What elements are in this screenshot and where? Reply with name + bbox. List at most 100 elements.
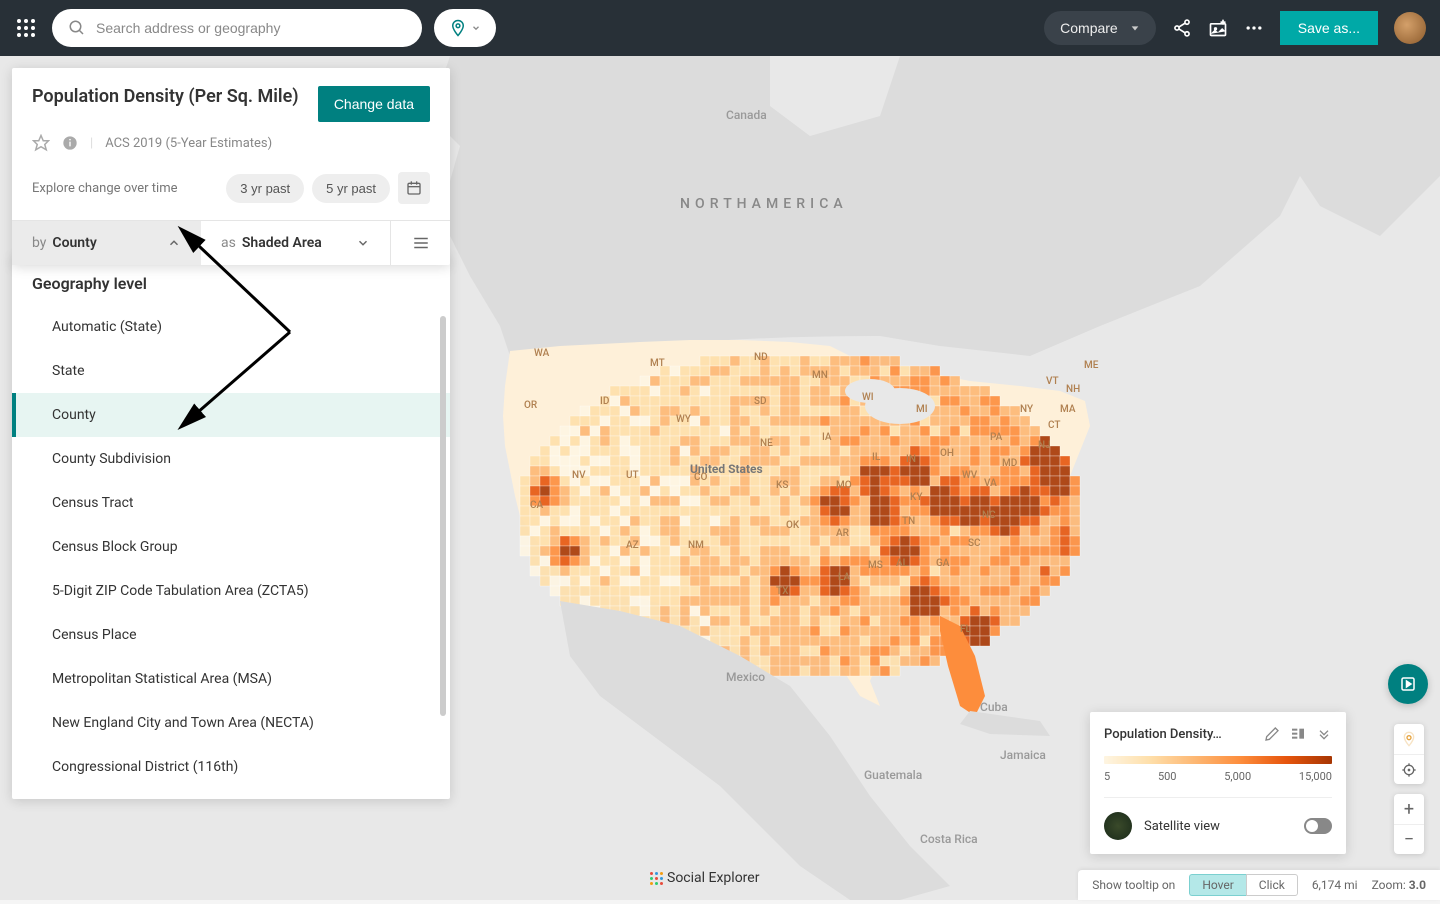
app-menu-icon[interactable] bbox=[14, 16, 38, 40]
state-abbr: NV bbox=[572, 470, 586, 481]
geography-item[interactable]: Census Place bbox=[12, 613, 450, 657]
tooltip-tab-click[interactable]: Click bbox=[1246, 874, 1298, 896]
zoom-value: 3.0 bbox=[1409, 878, 1426, 892]
scale-label: 6,174 mi bbox=[1312, 878, 1358, 892]
geography-item[interactable]: Census Tract bbox=[12, 481, 450, 525]
layers-icon[interactable] bbox=[1290, 726, 1306, 742]
state-abbr: TX bbox=[776, 586, 788, 597]
map-label: Jamaica bbox=[1000, 748, 1046, 762]
geography-item[interactable]: County Subdivision bbox=[12, 437, 450, 481]
compare-button[interactable]: Compare bbox=[1044, 11, 1156, 45]
state-abbr: OH bbox=[940, 448, 954, 459]
as-value: Shaded Area bbox=[242, 235, 322, 251]
geography-item[interactable]: State bbox=[12, 349, 450, 393]
state-abbr: IA bbox=[822, 432, 832, 443]
share-icon[interactable] bbox=[1172, 18, 1192, 38]
search-input[interactable] bbox=[96, 20, 406, 36]
star-icon[interactable] bbox=[32, 134, 50, 152]
chevron-up-icon bbox=[167, 236, 181, 250]
geography-item[interactable]: Automatic (State) bbox=[12, 305, 450, 349]
state-abbr: AR bbox=[836, 528, 849, 539]
time-option-3yr[interactable]: 3 yr past bbox=[226, 174, 304, 203]
location-button[interactable] bbox=[434, 9, 496, 47]
state-abbr: MA bbox=[1060, 404, 1075, 415]
caret-down-icon bbox=[1130, 23, 1140, 33]
geography-item[interactable]: New England City and Town Area (NECTA) bbox=[12, 701, 450, 745]
state-abbr: IL bbox=[872, 452, 880, 463]
state-abbr: CO bbox=[694, 472, 707, 483]
state-abbr: MD bbox=[1002, 458, 1017, 469]
state-abbr: UT bbox=[626, 470, 639, 481]
state-abbr: WY bbox=[676, 414, 691, 425]
scrollbar[interactable] bbox=[440, 316, 446, 716]
state-abbr: MN bbox=[812, 370, 828, 381]
visualization-selector[interactable]: as Shaded Area bbox=[201, 221, 390, 265]
map-label: N O R T H A M E R I C A bbox=[680, 196, 844, 212]
state-abbr: MS bbox=[868, 560, 883, 571]
selector-row: by County as Shaded Area bbox=[12, 220, 450, 265]
state-abbr: LA bbox=[838, 572, 850, 583]
legend-gradient bbox=[1104, 756, 1332, 764]
pin-ring-icon bbox=[1401, 731, 1417, 747]
save-button[interactable]: Save as... bbox=[1280, 11, 1378, 45]
data-source: ACS 2019 (5-Year Estimates) bbox=[105, 136, 272, 151]
state-abbr: PA bbox=[990, 432, 1002, 443]
geography-item[interactable]: Metropolitan Statistical Area (MSA) bbox=[12, 657, 450, 701]
map-controls: + − bbox=[1394, 724, 1424, 854]
chevron-down-icon bbox=[471, 23, 481, 33]
as-prefix: as bbox=[221, 235, 236, 251]
legend-ticks: 5 500 5,000 15,000 bbox=[1104, 770, 1332, 783]
pencil-icon[interactable] bbox=[1264, 726, 1280, 742]
map-label: Canada bbox=[726, 108, 767, 122]
brand-logo-icon bbox=[650, 872, 663, 885]
brand: Social Explorer bbox=[650, 870, 759, 886]
locate-button[interactable] bbox=[1394, 754, 1424, 784]
data-title: Population Density (Per Sq. Mile) bbox=[32, 86, 299, 107]
state-abbr: OK bbox=[786, 520, 799, 531]
geography-dropdown: Geography level Automatic (State)StateCo… bbox=[12, 256, 450, 799]
app-header: Compare Save as... bbox=[0, 0, 1440, 56]
map-label: Mexico bbox=[726, 670, 765, 684]
play-icon bbox=[1399, 675, 1417, 693]
geography-selector[interactable]: by County bbox=[12, 221, 201, 265]
zoom-out-button[interactable]: − bbox=[1394, 824, 1424, 854]
data-panel: Population Density (Per Sq. Mile) Change… bbox=[12, 68, 450, 265]
by-prefix: by bbox=[32, 235, 46, 251]
state-abbr: FL bbox=[960, 624, 971, 635]
state-abbr: WV bbox=[962, 470, 977, 481]
geography-item[interactable]: Census Block Group bbox=[12, 525, 450, 569]
time-option-5yr[interactable]: 5 yr past bbox=[312, 174, 390, 203]
state-abbr: WA bbox=[534, 348, 549, 359]
state-abbr: NM bbox=[688, 540, 704, 551]
more-icon[interactable] bbox=[1244, 18, 1264, 38]
change-data-button[interactable]: Change data bbox=[318, 86, 430, 122]
zoom-in-button[interactable]: + bbox=[1394, 794, 1424, 824]
state-abbr: ME bbox=[1084, 360, 1098, 371]
compare-label: Compare bbox=[1060, 20, 1118, 36]
tooltip-tab-hover[interactable]: Hover bbox=[1189, 874, 1245, 896]
search-box bbox=[52, 9, 422, 47]
map-label: Costa Rica bbox=[920, 832, 978, 846]
collapse-icon[interactable] bbox=[1316, 726, 1332, 742]
satellite-toggle[interactable] bbox=[1304, 818, 1332, 834]
state-abbr: KS bbox=[776, 480, 788, 491]
panel-menu-button[interactable] bbox=[390, 221, 450, 265]
zoom-label: Zoom: bbox=[1372, 878, 1406, 892]
geography-item[interactable]: Congressional District (116th) bbox=[12, 745, 450, 789]
avatar[interactable] bbox=[1394, 12, 1426, 44]
state-abbr: MI bbox=[916, 404, 928, 415]
annotate-button[interactable] bbox=[1394, 724, 1424, 754]
calendar-button[interactable] bbox=[398, 172, 430, 204]
info-icon[interactable] bbox=[62, 135, 78, 151]
state-abbr: NH bbox=[1066, 384, 1080, 395]
add-photo-icon[interactable] bbox=[1208, 18, 1228, 38]
state-abbr: WI bbox=[862, 392, 874, 403]
map-label: Guatemala bbox=[864, 768, 922, 782]
satellite-thumb bbox=[1104, 812, 1132, 840]
geography-item[interactable]: County bbox=[12, 393, 450, 437]
geography-item[interactable]: 5-Digit ZIP Code Tabulation Area (ZCTA5) bbox=[12, 569, 450, 613]
state-abbr: VT bbox=[1046, 376, 1059, 387]
hamburger-icon bbox=[412, 234, 430, 252]
play-button[interactable] bbox=[1388, 664, 1428, 704]
state-abbr: KY bbox=[910, 492, 922, 503]
